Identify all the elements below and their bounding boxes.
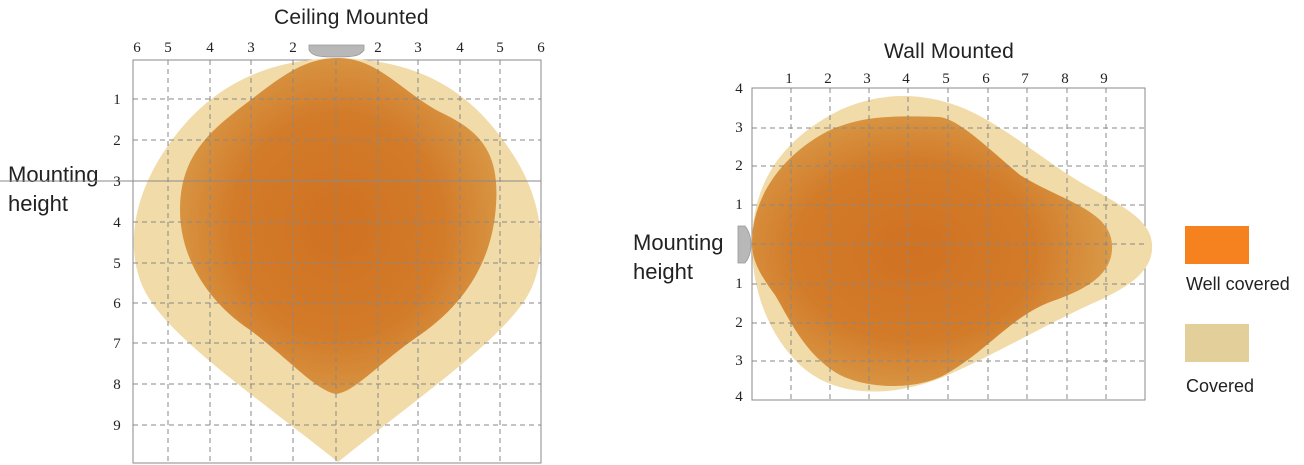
ceiling-left-tick-label: 9 [113,418,121,434]
wall-left-tick-label: 1 [735,276,743,292]
ceiling-left-tick-label: 5 [113,256,121,272]
wall-grid [752,88,1145,400]
ceiling-title: Ceiling Mounted [274,6,429,29]
ceiling-left-tick-label: 3 [113,174,121,190]
wall-left-tick-label: 2 [735,315,743,331]
wall-top-tick-label: 2 [824,71,832,87]
wall-sensor-icon [737,225,752,264]
ceiling-top-tick-label: 5 [496,40,504,56]
wall-top-ticks: 1 2 3 4 5 6 7 8 9 [785,71,1108,87]
ceiling-left-tick-label: 7 [113,336,121,352]
legend-covered-swatch [1185,324,1249,362]
legend-well-covered-swatch [1185,226,1249,264]
wall-top-tick-label: 1 [785,71,793,87]
wall-left-tick-label: 3 [735,120,743,136]
wall-left-tick-label: 1 [735,197,743,213]
wall-top-tick-label: 4 [902,71,910,87]
ceiling-mounting-line2: height [8,191,68,216]
wall-left-ticks: 4 3 2 1 1 2 3 4 [735,81,743,405]
ceiling-top-tick-label: 2 [374,40,382,56]
ceiling-mounting-height-label: Mounting height [8,160,99,218]
legend-well-covered-label: Well covered [1186,274,1290,294]
ceiling-left-tick-label: 6 [113,296,121,312]
ceiling-left-tick-label: 1 [113,92,121,108]
ceiling-top-tick-label: 3 [414,40,422,56]
wall-mounting-line2: height [633,259,693,284]
wall-top-tick-label: 9 [1100,71,1108,87]
ceiling-top-tick-label: 3 [247,40,255,56]
wall-left-tick-label: 2 [735,158,743,174]
ceiling-well-covered-zone [180,58,497,394]
wall-mounting-height-label: Mounting height [633,228,724,286]
ceiling-left-tick-label: 8 [113,377,121,393]
wall-title: Wall Mounted [884,40,1015,63]
wall-well-covered-zone [752,116,1113,387]
ceiling-top-tick-label: 6 [537,40,545,56]
ceiling-grid [133,60,541,463]
ceiling-left-tick-label: 2 [113,133,121,149]
ceiling-left-tick-label: 4 [113,215,121,231]
wall-left-tick-label: 4 [735,389,743,405]
wall-top-tick-label: 6 [982,71,990,87]
wall-top-tick-label: 3 [863,71,871,87]
ceiling-mounting-line1: Mounting [8,162,99,187]
wall-top-tick-label: 5 [942,71,950,87]
wall-chart: 1 2 3 4 5 6 7 8 9 4 3 2 1 1 2 3 4 [735,71,1153,405]
wall-left-tick-label: 3 [735,353,743,369]
ceiling-top-tick-label: 4 [456,40,464,56]
ceiling-top-tick-label: 5 [164,40,172,56]
wall-mounting-line1: Mounting [633,230,724,255]
ceiling-left-ticks: 1 2 3 4 5 6 7 8 9 [113,92,121,434]
ceiling-top-tick-label: 4 [206,40,214,56]
ceiling-sensor-icon [308,44,365,58]
wall-top-tick-label: 7 [1021,71,1029,87]
ceiling-top-tick-label: 6 [133,40,141,56]
ceiling-chart: 6 5 4 3 2 2 3 4 5 6 1 2 3 4 5 6 7 8 9 [0,40,545,464]
ceiling-top-tick-label: 2 [289,40,297,56]
wall-left-tick-label: 4 [735,81,743,97]
legend-covered-label: Covered [1186,376,1255,396]
ceiling-top-ticks: 6 5 4 3 2 2 3 4 5 6 [133,40,545,56]
wall-top-tick-label: 8 [1061,71,1069,87]
